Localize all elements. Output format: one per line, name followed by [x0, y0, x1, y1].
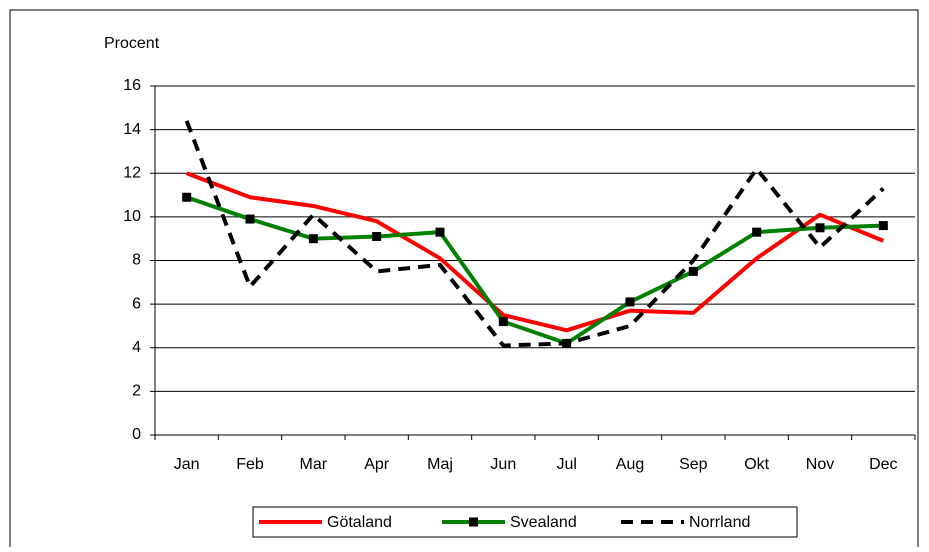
point-marker — [182, 192, 192, 202]
chart-border — [9, 9, 919, 547]
x-tick-label: Jul — [556, 456, 576, 473]
legend-label: Svealand — [510, 514, 577, 531]
y-tick-label: 6 — [132, 295, 141, 312]
x-tick-label: Jan — [174, 456, 200, 473]
legend-label: Norrland — [689, 514, 750, 531]
series-line — [185, 171, 885, 333]
x-tick-label: Aug — [616, 456, 644, 473]
legend-label: Götaland — [327, 514, 392, 531]
point-marker — [688, 266, 698, 276]
point-marker — [245, 214, 255, 224]
point-marker — [372, 232, 382, 242]
point-marker — [308, 234, 318, 244]
x-tick-label: Maj — [427, 456, 453, 473]
x-tick-label: Apr — [364, 456, 390, 473]
y-tick-label: 0 — [132, 426, 141, 443]
y-tick-label: 10 — [123, 208, 141, 225]
y-tick-label: 14 — [123, 121, 141, 138]
y-tick-label: 8 — [132, 252, 141, 269]
series-line — [186, 195, 884, 346]
x-tick-label: Mar — [300, 456, 328, 473]
point-marker — [625, 297, 635, 307]
y-tick-label: 4 — [132, 339, 141, 356]
y-tick-label: 2 — [132, 383, 141, 400]
point-marker — [815, 223, 825, 233]
x-tick-label: Nov — [806, 456, 834, 473]
y-tick-label: 16 — [123, 77, 141, 94]
x-tick-label: Jun — [490, 456, 516, 473]
point-marker — [878, 221, 888, 231]
x-tick-label: Feb — [236, 456, 264, 473]
point-marker — [752, 227, 762, 237]
legend-marker — [469, 517, 478, 527]
legend-box — [252, 506, 798, 538]
legend: Götaland Svealand Norrland — [252, 506, 798, 538]
point-marker — [498, 317, 508, 327]
y-tick-label: 12 — [123, 164, 141, 181]
y-axis-label: Procent — [104, 35, 160, 52]
x-tick-label: Okt — [744, 456, 769, 473]
x-tick-label: Dec — [869, 456, 897, 473]
point-marker — [435, 227, 445, 237]
x-tick-label: Sep — [679, 456, 708, 473]
